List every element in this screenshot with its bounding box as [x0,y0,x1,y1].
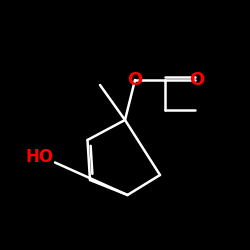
Text: HO: HO [26,148,54,166]
Text: O: O [189,71,204,89]
Text: O: O [128,71,142,89]
